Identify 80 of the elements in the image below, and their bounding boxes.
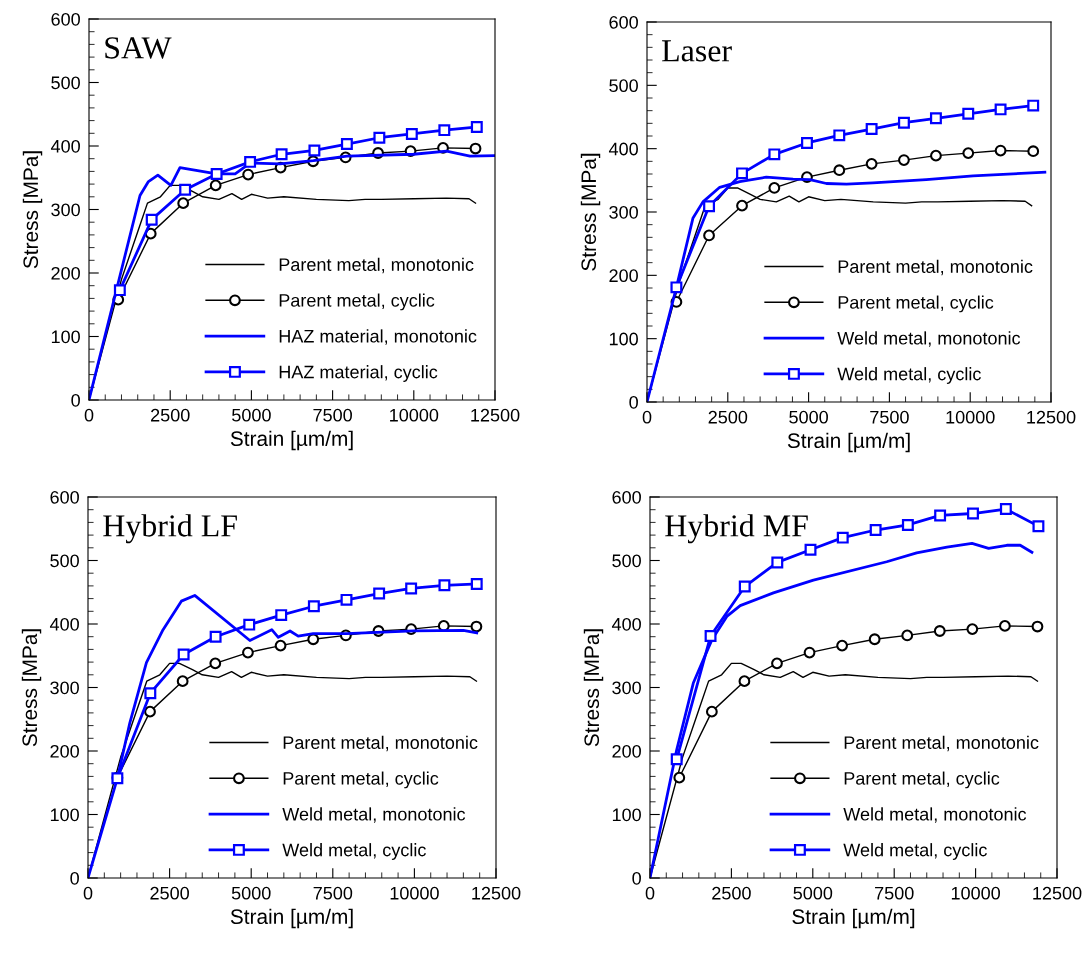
y-tick-label: 300: [609, 205, 638, 219]
x-tick-label: 0: [642, 410, 652, 424]
y-tick-label: 600: [51, 12, 80, 26]
chart-title: Hybrid MF: [665, 514, 808, 544]
y-tick-label: 400: [49, 617, 79, 631]
x-tick-label: 5000: [793, 886, 833, 900]
chart-title: Hybrid LF: [103, 514, 237, 544]
x-tick-label: 5000: [232, 408, 271, 422]
x-tick-label: 0: [84, 408, 94, 422]
y-tick-label: 200: [50, 744, 79, 758]
legend-label: Parent metal, cyclic: [844, 771, 1000, 789]
x-axis-title: Strain [µm/m]: [787, 432, 910, 453]
x-tick-label: 10000: [951, 886, 1000, 900]
x-tick-label: 12500: [471, 408, 520, 422]
legend-label: Parent metal, monotonic: [844, 735, 1039, 752]
y-tick-label: 300: [51, 203, 80, 217]
y-tick-label: 0: [632, 871, 641, 885]
x-tick-label: 7500: [313, 408, 352, 422]
y-tick-label: 500: [51, 76, 80, 90]
legend-label: Weld metal, monotonic: [837, 331, 1021, 347]
y-tick-label: 300: [612, 681, 641, 695]
legend-label: Parent metal, monotonic: [283, 735, 478, 752]
y-tick-label: 300: [50, 681, 79, 695]
x-tick-label: 12500: [1027, 410, 1076, 424]
y-tick-label: 100: [50, 808, 79, 822]
y-tick-label: 600: [50, 490, 79, 504]
y-tick-label: 0: [70, 871, 79, 885]
x-tick-label: 2500: [150, 886, 189, 900]
x-tick-label: 10000: [390, 408, 439, 422]
y-tick-label: 600: [609, 15, 638, 29]
x-axis-title: Strain [µm/m]: [792, 908, 915, 929]
y-tick-label: 100: [51, 330, 80, 344]
legend-label: Parent metal, cyclic: [838, 295, 994, 313]
x-tick-label: 7500: [313, 886, 353, 900]
legend-label: HAZ material, cyclic: [279, 365, 438, 382]
y-tick-label: 100: [609, 332, 638, 346]
y-tick-label: 200: [612, 744, 641, 758]
chart-title: Laser: [662, 40, 732, 62]
x-tick-label: 2500: [151, 408, 190, 422]
legend-label: Parent metal, monotonic: [838, 259, 1033, 276]
x-tick-label: 5000: [231, 886, 271, 900]
legend-label: Parent metal, monotonic: [279, 257, 474, 274]
legend-label: Weld metal, monotonic: [843, 807, 1027, 823]
x-axis-title: Strain [µm/m]: [230, 908, 353, 929]
y-axis-title: Stress [MPa]: [22, 151, 43, 269]
x-tick-label: 5000: [789, 410, 828, 424]
legend-label: Weld metal, monotonic: [282, 807, 466, 823]
legend-label: Parent metal, cyclic: [283, 771, 439, 789]
y-tick-label: 500: [612, 554, 641, 568]
y-tick-label: 400: [611, 617, 641, 631]
legend-label: Weld metal, cyclic: [843, 843, 987, 860]
x-tick-label: 10000: [390, 886, 439, 900]
y-axis-title: Stress [MPa]: [21, 629, 42, 747]
x-tick-label: 2500: [712, 886, 751, 900]
y-tick-label: 200: [609, 269, 638, 283]
x-tick-label: 10000: [946, 410, 995, 424]
legend-label: HAZ material, monotonic: [279, 329, 477, 345]
x-tick-label: 2500: [708, 410, 748, 424]
y-tick-label: 0: [71, 393, 80, 407]
x-tick-label: 12500: [472, 886, 521, 900]
legend-label: Parent metal, cyclic: [279, 293, 435, 311]
y-tick-label: 500: [50, 554, 79, 568]
x-tick-label: 0: [645, 886, 655, 900]
x-axis-title: Strain [µm/m]: [230, 430, 353, 451]
x-tick-label: 12500: [1033, 886, 1082, 900]
y-tick-label: 400: [608, 142, 638, 156]
x-tick-label: 7500: [870, 410, 909, 424]
y-tick-label: 0: [629, 395, 638, 409]
y-tick-label: 100: [612, 808, 641, 822]
chart-title: SAW: [105, 37, 172, 59]
y-axis-title: Stress [MPa]: [580, 153, 601, 271]
legend-label: Weld metal, cyclic: [837, 367, 981, 384]
y-tick-label: 600: [612, 490, 641, 504]
y-axis-title: Stress [MPa]: [583, 629, 604, 747]
x-tick-label: 7500: [875, 886, 914, 900]
y-tick-label: 400: [50, 139, 80, 153]
x-tick-label: 0: [83, 886, 93, 900]
y-tick-label: 200: [51, 266, 80, 280]
legend-label: Weld metal, cyclic: [282, 843, 426, 860]
y-tick-label: 500: [609, 79, 638, 93]
